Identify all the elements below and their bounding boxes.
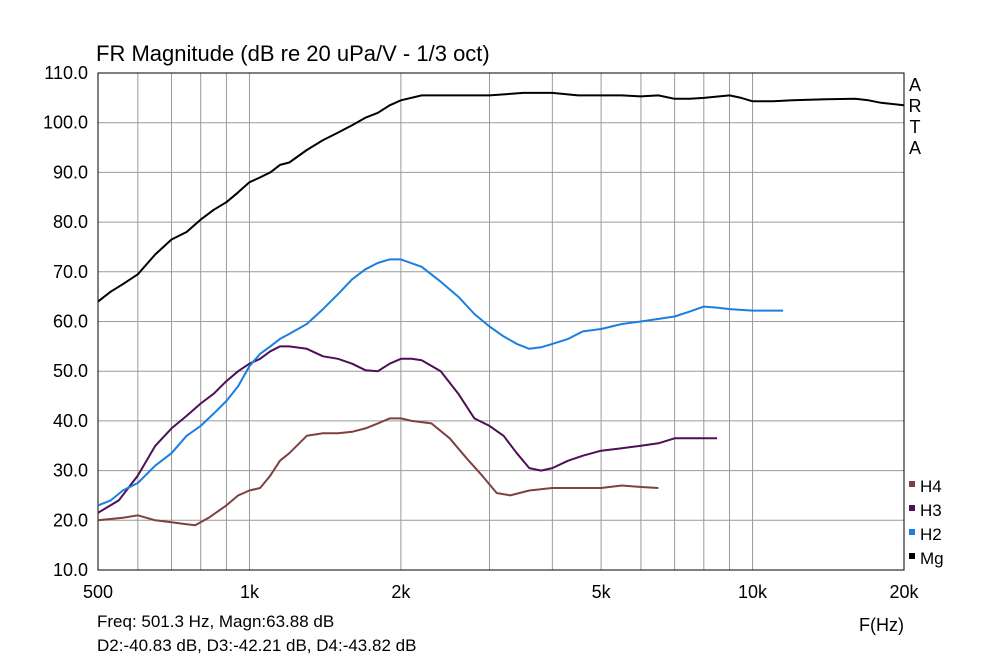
y-tick-label: 50.0	[53, 361, 88, 381]
series-lines	[97, 91, 905, 527]
grid	[98, 73, 904, 570]
legend-swatch-h2	[909, 529, 915, 535]
y-tick-labels: 110.0 100.0 90.0 80.0 70.0 60.0 50.0 40.0 30.0 20…	[43, 63, 88, 580]
readout-frequency: Freq: 501.3 Hz, Magn:63.88 dB	[97, 612, 335, 631]
watermark-letter: T	[910, 117, 921, 137]
watermark-letter: R	[909, 96, 922, 116]
x-axis-label: F(Hz)	[859, 615, 904, 635]
legend-label-h2: H2	[920, 525, 942, 544]
y-tick-label: 20.0	[53, 510, 88, 530]
x-tick-label: 1k	[240, 582, 260, 602]
x-tick-labels: 500 1k 2k 5k 10k 20k	[83, 582, 920, 602]
x-tick-label: 5k	[592, 582, 612, 602]
y-tick-label: 70.0	[53, 262, 88, 282]
legend-swatch-h4	[909, 481, 915, 487]
series-line-h3	[97, 345, 717, 514]
y-tick-label: 60.0	[53, 312, 88, 332]
watermark-letter: A	[909, 138, 921, 158]
legend-swatch-mg	[909, 553, 915, 559]
y-tick-label: 30.0	[53, 461, 88, 481]
legend: H4 H3 H2 Mg	[909, 477, 944, 568]
x-tick-label: 2k	[391, 582, 411, 602]
y-tick-label: 80.0	[53, 212, 88, 232]
plot-frame	[97, 72, 905, 571]
y-tick-label: 90.0	[53, 162, 88, 182]
x-tick-label: 10k	[738, 582, 768, 602]
x-tick-label: 20k	[889, 582, 919, 602]
y-tick-label: 110.0	[44, 63, 88, 83]
series-line-mg	[97, 91, 905, 303]
legend-label-h3: H3	[920, 501, 942, 520]
readout-distortion: D2:-40.83 dB, D3:-42.21 dB, D4:-43.82 dB	[97, 636, 417, 655]
legend-label-h4: H4	[920, 477, 942, 496]
chart-title: FR Magnitude (dB re 20 uPa/V - 1/3 oct)	[96, 41, 490, 66]
series-line-h2	[97, 258, 784, 507]
legend-label-mg: Mg	[920, 549, 944, 568]
series-line-h4	[97, 417, 659, 527]
y-tick-label: 40.0	[53, 411, 88, 431]
y-tick-label: 100.0	[43, 113, 88, 133]
legend-swatch-h3	[909, 505, 915, 511]
watermark-letter: A	[909, 75, 921, 95]
x-tick-label: 500	[83, 582, 113, 602]
y-tick-label: 10.0	[53, 560, 88, 580]
